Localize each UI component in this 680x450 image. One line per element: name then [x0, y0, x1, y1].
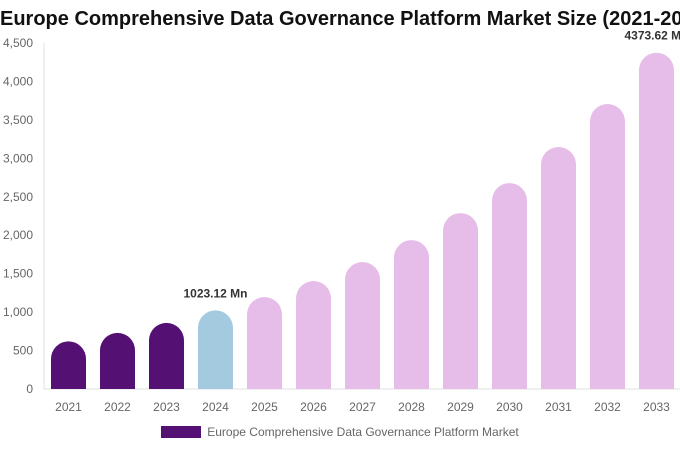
bar-2031 [541, 147, 576, 389]
bar-2023 [149, 322, 184, 389]
bar-2026 [296, 281, 331, 389]
y-tick-label: 1,500 [3, 267, 33, 281]
x-tick-label: 2029 [447, 400, 474, 414]
data-label-2033: 4373.62 Mn [624, 29, 680, 43]
x-tick-label: 2023 [153, 400, 180, 414]
x-tick-label: 2022 [104, 400, 131, 414]
y-tick-label: 3,000 [3, 151, 33, 165]
bar-2025 [247, 297, 282, 389]
bar-2030 [492, 183, 527, 389]
legend: Europe Comprehensive Data Governance Pla… [0, 425, 680, 439]
x-tick-label: 2024 [202, 400, 229, 414]
y-tick-label: 500 [13, 344, 33, 358]
x-tick-label: 2025 [251, 400, 278, 414]
bar-2027 [345, 262, 380, 389]
bar-2024 [198, 310, 233, 389]
bar-2033 [639, 52, 674, 389]
legend-label: Europe Comprehensive Data Governance Pla… [207, 425, 519, 439]
bar-2028 [394, 240, 429, 389]
bar-2021 [51, 341, 86, 389]
x-tick-label: 2027 [349, 400, 376, 414]
y-tick-label: 2,000 [3, 228, 33, 242]
data-label-2024: 1023.12 Mn [183, 286, 247, 300]
y-tick-label: 1,000 [3, 305, 33, 319]
x-tick-label: 2033 [643, 400, 670, 414]
x-tick-label: 2021 [55, 400, 82, 414]
x-tick-label: 2026 [300, 400, 327, 414]
legend-swatch [161, 426, 202, 438]
bar-2022 [100, 332, 135, 389]
y-tick-label: 0 [26, 382, 33, 396]
x-tick-label: 2032 [594, 400, 621, 414]
y-tick-label: 3,500 [3, 113, 33, 127]
y-tick-label: 2,500 [3, 190, 33, 204]
bar-2032 [590, 104, 625, 389]
chart-title: Europe Comprehensive Data Governance Pla… [0, 8, 680, 30]
x-tick-label: 2031 [545, 400, 572, 414]
y-tick-label: 4,000 [3, 74, 33, 88]
bar-2029 [443, 213, 478, 389]
x-tick-label: 2030 [496, 400, 523, 414]
y-tick-label: 4,500 [3, 36, 33, 50]
x-tick-label: 2028 [398, 400, 425, 414]
